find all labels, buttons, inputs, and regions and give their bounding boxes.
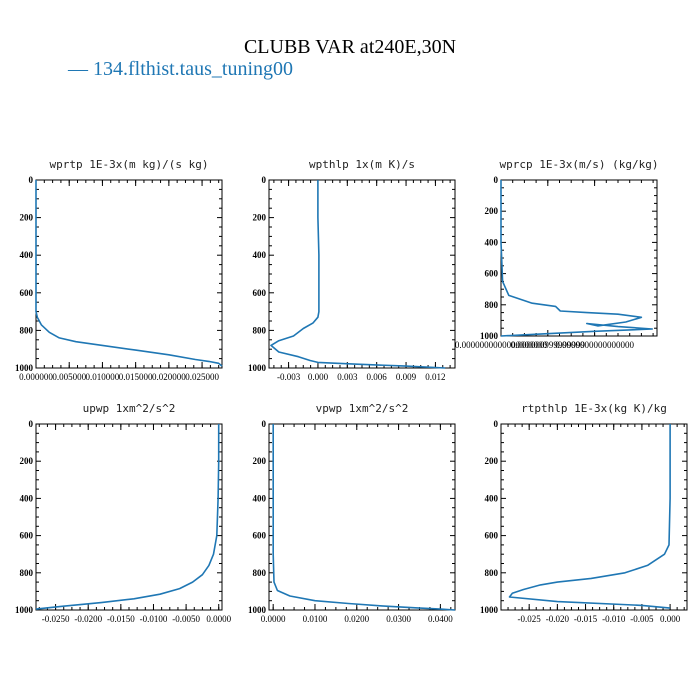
y-tick-label: 200 [253,213,267,223]
series-line-1 [508,424,671,609]
y-tick-label: 800 [20,325,34,335]
legend: — 134.flthist.taus_tuning00 [68,58,293,81]
x-tick-label: -0.0250 [42,614,70,624]
y-tick-label: 1000 [248,605,267,615]
x-tick-label: -0.003 [277,372,301,382]
series-line-1 [270,180,446,369]
x-tick-label: 0.0000000000000000 [555,340,634,350]
x-tick-label: 0.005000 [52,372,86,382]
x-tick-label: 0.0300 [386,614,411,624]
y-tick-label: 600 [485,269,499,279]
x-tick-label: -0.0100 [140,614,168,624]
y-tick-label: 600 [253,531,267,541]
subplot-title: vpwp 1xm^2/s^2 [316,402,409,415]
subplot-title: wprtp 1E-3x(m kg)/(s kg) [50,158,209,171]
y-tick-label: 800 [253,568,267,578]
x-tick-label: 0.009 [396,372,417,382]
y-tick-label: 200 [253,456,267,466]
x-tick-label: 0.000 [660,614,681,624]
y-tick-label: 800 [485,300,499,310]
x-tick-label: -0.020 [546,614,570,624]
x-tick-label: -0.0150 [107,614,135,624]
subplot-6: rtpthlp 1E-3x(kg K)/kg 0 200 400 600 800 1000 -… [480,402,688,624]
subplot-4: upwp 1xm^2/s^2 0 200 400 600 800 1000 -0.0250 -0… [15,402,232,624]
x-tick-label: 0.0000000000000000000 [455,340,548,350]
series-line-1 [500,180,654,337]
x-tick-label: 0.006 [367,372,388,382]
legend-series-label: 134.flthist.taus_tuning00 [93,58,293,80]
x-tick-label: -0.0050 [172,614,200,624]
y-tick-label: 0 [29,419,34,429]
y-tick-label: 400 [485,493,499,503]
x-tick-label: 0.0100 [303,614,328,624]
plot-frame [268,179,456,369]
y-tick-label: 0 [262,175,267,185]
y-tick-label: 400 [20,493,34,503]
y-tick-label: 200 [485,206,499,216]
figure-title: CLUBB VAR at240E,30N [243,36,457,58]
subplot-title: wprcp 1E-3x(m/s) (kg/kg) [500,158,659,171]
y-tick-label: 800 [20,568,34,578]
x-tick-label: 0.003 [337,372,358,382]
subplot-title: rtpthlp 1E-3x(kg K)/kg [521,402,667,415]
x-tick-label: 0.012 [425,372,445,382]
x-tick-label: 0.000000 [19,372,53,382]
y-tick-label: 400 [485,237,499,247]
y-tick-label: 0 [29,175,34,185]
y-tick-label: 400 [253,250,267,260]
y-tick-label: 400 [253,493,267,503]
x-tick-label: -0.0200 [74,614,102,624]
y-tick-label: 0 [262,419,267,429]
y-tick-label: 1000 [248,363,267,373]
plot-frame [268,423,456,611]
x-tick-label: -0.010 [602,614,626,624]
y-tick-label: 200 [20,456,34,466]
x-tick-label: 0.000000999999999 [511,340,586,350]
y-tick-label: 600 [20,531,34,541]
y-tick-label: 200 [20,213,34,223]
y-tick-label: 800 [253,325,267,335]
legend-line-swatch: — [68,58,88,80]
subplot-3: wprcp 1E-3x(m/s) (kg/kg)0 200 400 600 800 100… [455,158,659,350]
y-tick-label: 0 [494,175,499,185]
subplot-2: wpthlp 1x(m K)/s 0 200 400 600 800 1000 -0.003 0… [248,158,456,382]
x-tick-label: 0.010000 [86,372,120,382]
subplot-1: wprtp 1E-3x(m kg)/(s kg) 0 200 400 600 800 100… [15,158,223,382]
x-tick-label: -0.005 [630,614,654,624]
series-line-1 [272,424,456,611]
y-tick-label: 600 [253,288,267,298]
y-tick-label: 1000 [15,605,34,615]
plot-frame [35,423,223,611]
series-line-1 [35,180,223,367]
y-tick-label: 1000 [15,363,34,373]
subplot-title: wpthlp 1x(m K)/s [309,158,415,171]
series-line-1 [35,424,220,610]
y-tick-label: 600 [20,288,34,298]
x-tick-label: 0.0000 [206,614,231,624]
plot-frame [35,179,223,369]
y-tick-label: 600 [485,531,499,541]
y-tick-label: 200 [485,456,499,466]
x-tick-label: 0.0200 [344,614,369,624]
y-tick-label: 800 [485,568,499,578]
y-tick-label: 400 [20,250,34,260]
subplot-5: vpwp 1xm^2/s^2 0 200 400 600 800 10000.0000 0.0… [248,402,456,624]
x-tick-label: 0.025000 [185,372,219,382]
subplot-title: upwp 1xm^2/s^2 [83,402,176,415]
x-tick-label: 0.015000 [119,372,153,382]
y-tick-label: 0 [494,419,499,429]
x-tick-label: -0.025 [518,614,542,624]
x-tick-label: 0.000 [308,372,329,382]
x-tick-label: 0.0400 [428,614,453,624]
y-tick-label: 1000 [480,331,499,341]
x-tick-label: -0.015 [574,614,598,624]
x-tick-label: 0.020000 [152,372,186,382]
x-tick-label: 0.0000 [261,614,286,624]
y-tick-label: 1000 [480,605,499,615]
plot-frame [500,423,688,611]
